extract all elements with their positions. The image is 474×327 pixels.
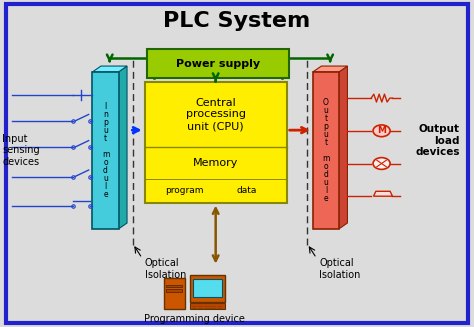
Text: data: data	[237, 186, 257, 195]
Text: Memory: Memory	[193, 158, 238, 168]
Text: Output
load
devices: Output load devices	[415, 124, 460, 157]
Text: Programming device: Programming device	[144, 314, 245, 324]
Polygon shape	[313, 66, 347, 72]
Polygon shape	[339, 66, 347, 229]
Polygon shape	[92, 66, 127, 72]
Text: O
u
t
p
u
t
 
m
o
d
u
l
e: O u t p u t m o d u l e	[322, 98, 329, 203]
FancyBboxPatch shape	[164, 278, 185, 309]
FancyBboxPatch shape	[190, 275, 225, 302]
Text: Central
processing
unit (CPU): Central processing unit (CPU)	[186, 98, 246, 131]
FancyBboxPatch shape	[193, 279, 222, 297]
Text: Optical
Isolation: Optical Isolation	[145, 258, 186, 280]
FancyBboxPatch shape	[313, 72, 339, 229]
FancyBboxPatch shape	[92, 72, 118, 229]
Circle shape	[373, 158, 390, 169]
Text: Input
sensing
devices: Input sensing devices	[2, 134, 40, 167]
Text: I
n
p
u
t
 
m
o
d
u
l
e: I n p u t m o d u l e	[102, 102, 109, 198]
FancyBboxPatch shape	[145, 82, 287, 203]
FancyBboxPatch shape	[147, 49, 289, 78]
Polygon shape	[374, 191, 392, 196]
Polygon shape	[118, 66, 127, 229]
FancyBboxPatch shape	[190, 303, 225, 309]
Text: M: M	[377, 126, 386, 135]
FancyBboxPatch shape	[6, 4, 468, 323]
FancyBboxPatch shape	[166, 289, 182, 292]
Circle shape	[373, 125, 390, 137]
Text: Power supply: Power supply	[176, 59, 260, 69]
Text: Optical
Isolation: Optical Isolation	[319, 258, 360, 280]
Text: PLC System: PLC System	[164, 11, 310, 31]
Text: program: program	[165, 186, 204, 195]
FancyBboxPatch shape	[166, 284, 182, 287]
